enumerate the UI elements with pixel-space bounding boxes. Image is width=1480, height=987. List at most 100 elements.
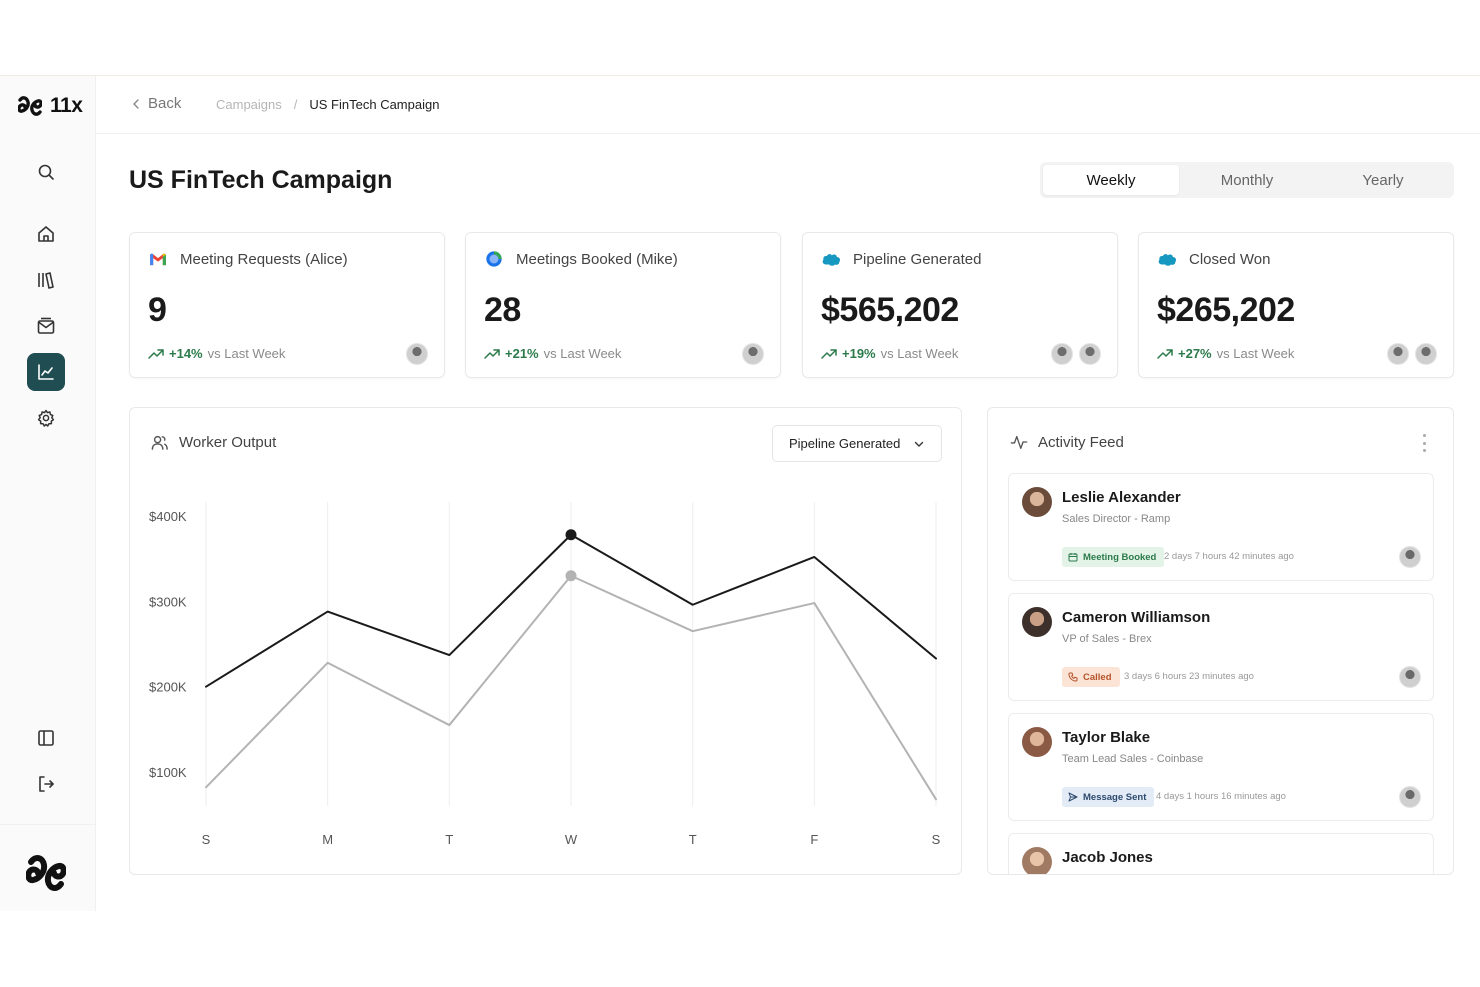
salesforce-icon — [821, 249, 841, 269]
kpi-delta-suffix: vs Last Week — [208, 346, 286, 361]
kpi-card-meetings-booked[interactable]: Meetings Booked (Mike) 28 +21% vs Last W… — [465, 232, 781, 378]
avatar — [1022, 607, 1052, 637]
back-button[interactable]: Back — [130, 95, 181, 112]
avatar — [1022, 847, 1052, 875]
trend-up-icon — [1157, 348, 1173, 360]
kpi-delta-suffix: vs Last Week — [881, 346, 959, 361]
kpi-header: Closed Won — [1157, 249, 1270, 269]
breadcrumb-campaigns[interactable]: Campaigns — [216, 97, 282, 112]
brand-name: 11x — [50, 94, 82, 118]
kpi-delta-suffix: vs Last Week — [1217, 346, 1295, 361]
chart-icon — [36, 362, 56, 382]
status-badge: Meeting Booked — [1062, 547, 1164, 567]
feed-item-role: Sales Director - Ramp — [1062, 513, 1170, 525]
brand-mark-large-icon — [26, 853, 66, 893]
kpi-label: Closed Won — [1189, 251, 1270, 268]
sidebar-item-inbox[interactable] — [27, 307, 65, 345]
chart-x-tick-label: T — [689, 832, 697, 847]
breadcrumb-separator: / — [294, 97, 298, 112]
chart-y-tick-label: $100K — [149, 765, 187, 780]
kpi-avatars — [1387, 343, 1437, 365]
feed-item-time: 3 days 6 hours 23 minutes ago — [1124, 671, 1254, 682]
metric-select[interactable]: Pipeline Generated — [772, 425, 942, 462]
avatar — [1079, 343, 1101, 365]
activity-feed-title: Activity Feed — [1038, 434, 1124, 451]
tab-yearly[interactable]: Yearly — [1315, 165, 1451, 195]
kpi-card-pipeline-generated[interactable]: Pipeline Generated $565,202 +19% vs Last… — [802, 232, 1118, 378]
kpi-header: Pipeline Generated — [821, 249, 981, 269]
library-icon — [36, 270, 56, 290]
status-badge: Called — [1062, 667, 1120, 687]
worker-output-header: Worker Output — [150, 433, 276, 452]
trend-up-icon — [821, 348, 837, 360]
avatar — [1051, 343, 1073, 365]
phone-icon — [1068, 672, 1078, 682]
send-icon — [1068, 792, 1078, 802]
kpi-value: $565,202 — [821, 291, 959, 330]
sidebar-item-analytics[interactable] — [27, 353, 65, 391]
brand-logo[interactable]: 11x — [18, 94, 82, 118]
chart-x-tick-label: S — [932, 832, 941, 847]
kpi-avatars — [1051, 343, 1101, 365]
sidebar-item-logout[interactable] — [27, 765, 65, 803]
sidebar-item-home[interactable] — [27, 215, 65, 253]
logout-icon — [36, 774, 56, 794]
kpi-label: Pipeline Generated — [853, 251, 981, 268]
kpi-delta-value: +19% — [842, 346, 876, 361]
gear-icon — [36, 408, 56, 428]
chart-x-tick-label: M — [322, 832, 333, 847]
sidebar-item-search[interactable] — [27, 153, 65, 191]
chart-point — [566, 529, 577, 540]
kpi-delta: +14% vs Last Week — [148, 346, 285, 361]
feed-item[interactable]: Taylor Blake Team Lead Sales - Coinbase … — [1008, 713, 1434, 821]
feed-item-name: Cameron Williamson — [1062, 609, 1210, 626]
users-icon — [150, 433, 169, 452]
kpi-label: Meeting Requests (Alice) — [180, 251, 348, 268]
sidebar: 11x — [0, 76, 96, 912]
feed-item[interactable]: Leslie Alexander Sales Director - Ramp M… — [1008, 473, 1434, 581]
kpi-avatars — [742, 343, 764, 365]
chart-y-tick-label: $200K — [149, 680, 187, 695]
chart-x-tick-label: T — [445, 832, 453, 847]
sidebar-item-settings[interactable] — [27, 399, 65, 437]
feed-item-time: 4 days 1 hours 16 minutes ago — [1156, 791, 1286, 802]
feed-item-role: VP of Sales - Brex — [1062, 633, 1152, 645]
activity-feed-card: Activity Feed Leslie Alexander Sales Dir… — [987, 407, 1454, 875]
activity-feed-header: Activity Feed — [1010, 433, 1124, 451]
back-label: Back — [148, 95, 181, 112]
feed-item[interactable]: Cameron Williamson VP of Sales - Brex Ca… — [1008, 593, 1434, 701]
metric-select-value: Pipeline Generated — [789, 436, 900, 451]
kpi-delta-value: +27% — [1178, 346, 1212, 361]
feed-item-role: Team Lead Sales - Coinbase — [1062, 753, 1203, 765]
chevron-left-icon — [130, 98, 142, 110]
feed-item-name: Leslie Alexander — [1062, 489, 1181, 506]
tab-weekly[interactable]: Weekly — [1043, 165, 1179, 195]
chevron-down-icon — [913, 438, 925, 450]
brand-mark-icon — [18, 96, 42, 116]
chart-x-tick-label: S — [202, 832, 211, 847]
app-window: 11x — [0, 75, 1480, 911]
kpi-card-closed-won[interactable]: Closed Won $265,202 +27% vs Last Week — [1138, 232, 1454, 378]
calendar-icon — [1068, 552, 1078, 562]
tab-monthly[interactable]: Monthly — [1179, 165, 1315, 195]
kpi-header: Meetings Booked (Mike) — [484, 249, 678, 269]
chart-x-tick-label: W — [565, 832, 578, 847]
page-title: US FinTech Campaign — [129, 166, 392, 195]
sidebar-item-library[interactable] — [27, 261, 65, 299]
topbar: Back Campaigns / US FinTech Campaign — [96, 76, 1480, 134]
breadcrumb-current: US FinTech Campaign — [309, 97, 439, 112]
kpi-label: Meetings Booked (Mike) — [516, 251, 678, 268]
kpi-delta: +19% vs Last Week — [821, 346, 958, 361]
kpi-avatars — [406, 343, 428, 365]
avatar — [1387, 343, 1409, 365]
chart-y-tick-label: $300K — [149, 594, 187, 609]
salesforce-icon — [1157, 249, 1177, 269]
more-options-icon[interactable] — [1421, 434, 1427, 452]
activity-icon — [1010, 433, 1028, 451]
feed-item[interactable]: Jacob Jones — [1008, 833, 1434, 875]
chart-point — [566, 570, 577, 581]
sidebar-item-collapse-panel[interactable] — [27, 719, 65, 757]
worker-output-chart: $400K $300K $200K $100K S M T W T F S — [130, 408, 963, 876]
kpi-card-meeting-requests[interactable]: Meeting Requests (Alice) 9 +14% vs Last … — [129, 232, 445, 378]
kpi-delta: +27% vs Last Week — [1157, 346, 1294, 361]
